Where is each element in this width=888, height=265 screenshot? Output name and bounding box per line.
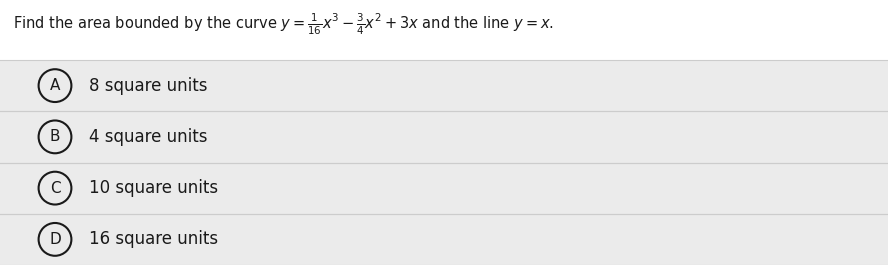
Text: 10 square units: 10 square units	[90, 179, 218, 197]
Text: 8 square units: 8 square units	[90, 77, 208, 95]
Text: 4 square units: 4 square units	[90, 128, 208, 146]
FancyBboxPatch shape	[0, 214, 888, 265]
Text: C: C	[50, 181, 60, 196]
Text: Find the area bounded by the curve $y=\frac{1}{16}x^3-\frac{3}{4}x^2+3x$ and the: Find the area bounded by the curve $y=\f…	[13, 12, 554, 37]
Text: 16 square units: 16 square units	[90, 230, 218, 248]
FancyBboxPatch shape	[0, 162, 888, 214]
Text: B: B	[50, 129, 60, 144]
Text: D: D	[49, 232, 61, 247]
FancyBboxPatch shape	[0, 111, 888, 162]
FancyBboxPatch shape	[0, 0, 888, 60]
Text: A: A	[50, 78, 60, 93]
FancyBboxPatch shape	[0, 60, 888, 111]
